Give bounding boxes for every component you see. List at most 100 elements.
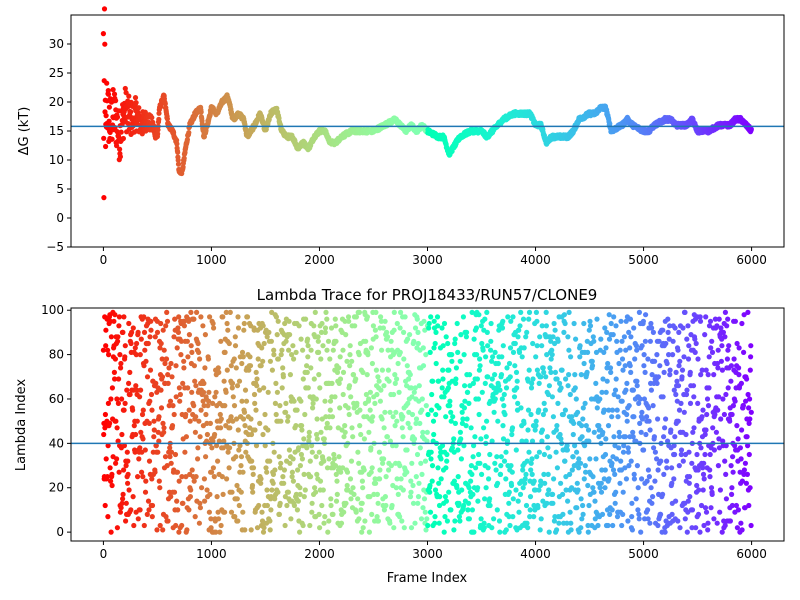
lambda-point [126, 380, 132, 386]
lambda-point [344, 469, 351, 475]
lambda-point [646, 418, 652, 424]
lambda-point [500, 423, 506, 429]
lambda-point [621, 334, 628, 340]
lambda-point [203, 454, 209, 460]
lambda-point [170, 403, 176, 409]
lambda-point [703, 367, 709, 373]
lambda-point [204, 487, 210, 493]
lambda-point [482, 316, 488, 322]
lambda-point [109, 385, 115, 391]
lambda-point [105, 400, 111, 406]
lambda-point [492, 460, 498, 466]
lambda-point [422, 509, 428, 515]
lambda-point [208, 525, 214, 531]
lambda-point [531, 514, 537, 520]
lambda-point [613, 489, 619, 495]
lambda-point [464, 329, 470, 335]
lambda-point [420, 505, 426, 511]
lambda-point [375, 518, 381, 524]
lambda-point [334, 491, 340, 497]
lambda-point [700, 471, 707, 477]
lambda-point [394, 320, 400, 327]
delta-g-point [104, 80, 110, 86]
lambda-point [228, 414, 234, 420]
lambda-point [647, 520, 653, 526]
lambda-point [625, 449, 632, 455]
lambda-point [129, 329, 135, 335]
lambda-point [105, 347, 111, 353]
lambda-point [381, 383, 387, 389]
lambda-point [613, 323, 619, 329]
lambda-point [577, 343, 583, 349]
lambda-point [697, 318, 704, 324]
lambda-point [580, 502, 586, 509]
lambda-point [702, 431, 708, 438]
lambda-point [400, 414, 406, 420]
lambda-point [631, 476, 638, 482]
lambda-point [378, 314, 384, 320]
lambda-point [672, 434, 678, 440]
lambda-point [495, 360, 501, 367]
lambda-point [382, 318, 388, 324]
lambda-point [711, 372, 717, 378]
lambda-point [619, 338, 625, 344]
lambda-point [330, 511, 336, 517]
lambda-point [427, 489, 433, 495]
lambda-point [728, 378, 734, 384]
lambda-point [303, 316, 309, 322]
lambda-point [376, 449, 382, 455]
lambda-point [703, 314, 709, 320]
lambda-point [703, 509, 710, 515]
lambda-point [423, 403, 429, 409]
lambda-point [722, 458, 728, 464]
lambda-point [304, 445, 310, 451]
lambda-point [271, 449, 277, 455]
lambda-point [404, 363, 410, 369]
lambda-point [363, 338, 369, 344]
lambda-point [432, 514, 438, 520]
lambda-point [560, 511, 566, 517]
lambda-point [290, 478, 296, 484]
lambda-point [310, 405, 316, 411]
lambda-point [120, 496, 126, 502]
lambda-point [509, 425, 516, 431]
lambda-point [425, 411, 431, 418]
lambda-point [518, 309, 524, 315]
lambda-point [364, 372, 370, 378]
lambda-point [493, 467, 499, 473]
lambda-point [319, 320, 325, 327]
lambda-point [732, 398, 738, 404]
lambda-point [603, 389, 609, 395]
lambda-point [429, 391, 435, 398]
lambda-point [119, 396, 125, 402]
lambda-point [223, 389, 229, 395]
lambda-point [495, 480, 501, 486]
lambda-point [711, 516, 717, 522]
lambda-point [281, 467, 287, 473]
lambda-point [280, 365, 286, 371]
lambda-point [669, 511, 675, 517]
lambda-point [675, 347, 681, 353]
lambda-point [332, 316, 338, 322]
lambda-point [534, 367, 541, 373]
lambda-point [112, 312, 118, 318]
lambda-point [118, 365, 124, 371]
lambda-point [466, 500, 472, 506]
lambda-point [510, 314, 516, 320]
delta-g-point [105, 88, 111, 94]
lambda-point [619, 356, 626, 362]
lambda-point [116, 314, 122, 320]
delta-g-point [136, 105, 142, 111]
lambda-point [470, 491, 476, 497]
lambda-point [296, 323, 302, 329]
lambda-point [161, 347, 167, 353]
lambda-point [693, 340, 699, 347]
lambda-point [118, 360, 124, 367]
lambda-point [181, 323, 187, 329]
lambda-points [100, 309, 754, 535]
lambda-point [628, 458, 634, 464]
lambda-point [427, 349, 433, 355]
lambda-point [183, 474, 189, 480]
lambda-point [440, 343, 446, 349]
lambda-point [191, 316, 197, 322]
